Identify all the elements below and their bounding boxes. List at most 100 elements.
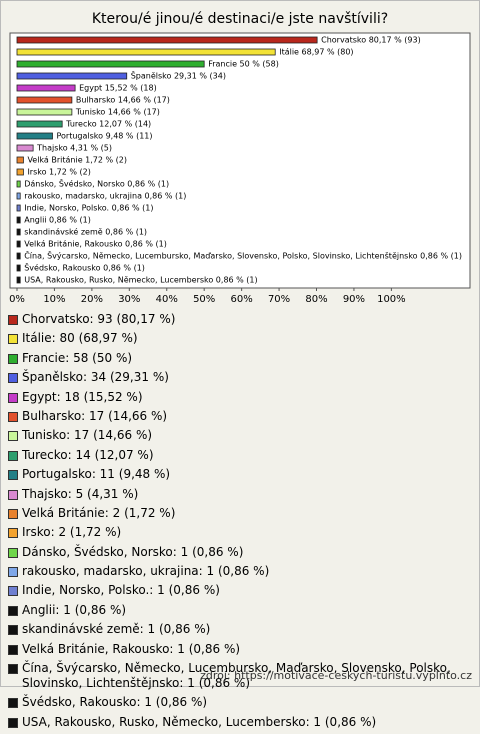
legend-swatch bbox=[8, 547, 18, 558]
bar-label: Turecko 12,07 % (14) bbox=[65, 120, 151, 129]
x-tick-label: 90% bbox=[343, 294, 365, 305]
legend-swatch bbox=[8, 586, 18, 597]
legend-label: Tunisko: 17 (14,66 %) bbox=[22, 428, 153, 443]
bar bbox=[16, 228, 21, 236]
legend-item: Irsko: 2 (1,72 %) bbox=[8, 525, 472, 540]
legend-item: Portugalsko: 11 (9,48 %) bbox=[8, 467, 472, 482]
bar bbox=[16, 252, 21, 260]
bar bbox=[16, 276, 21, 284]
x-tick-label: 100% bbox=[377, 294, 406, 305]
legend-label: Turecko: 14 (12,07 %) bbox=[22, 447, 154, 462]
bar-label: Dánsko, Švédsko, Norsko 0,86 % (1) bbox=[24, 178, 169, 189]
legend-item: rakousko, madarsko, ukrajina: 1 (0,86 %) bbox=[8, 564, 472, 579]
bar-label: Tunisko 14,66 % (17) bbox=[75, 108, 160, 117]
legend-swatch bbox=[8, 353, 18, 364]
bar bbox=[16, 156, 24, 164]
legend-swatch bbox=[8, 664, 18, 675]
legend-label: Indie, Norsko, Polsko.: 1 (0,86 %) bbox=[22, 583, 220, 598]
legend-swatch bbox=[8, 315, 18, 325]
bar bbox=[16, 192, 21, 200]
bar bbox=[16, 132, 53, 140]
bar bbox=[16, 48, 276, 56]
bar bbox=[16, 108, 73, 116]
legend-item: skandinávské země: 1 (0,86 %) bbox=[8, 622, 472, 637]
legend-label: Bulharsko: 17 (14,66 %) bbox=[22, 408, 168, 423]
bar bbox=[16, 60, 205, 68]
bar bbox=[16, 180, 21, 188]
x-tick-label: 80% bbox=[305, 294, 327, 305]
bar-label: skandinávské země 0,86 % (1) bbox=[24, 227, 147, 237]
legend-swatch bbox=[8, 489, 18, 500]
legend-item: Španělsko: 34 (29,31 %) bbox=[8, 370, 472, 385]
legend-item: Tunisko: 17 (14,66 %) bbox=[8, 428, 472, 443]
bar-label: Francie 50 % (58) bbox=[208, 60, 279, 69]
bar-label: Indie, Norsko, Polsko. 0,86 % (1) bbox=[24, 204, 153, 213]
legend-label: Itálie: 80 (68,97 %) bbox=[22, 331, 138, 346]
bar bbox=[16, 96, 73, 104]
bar-label: Švédsko, Rakousko 0,86 % (1) bbox=[24, 262, 145, 273]
x-tick-label: 20% bbox=[81, 294, 103, 305]
legend-swatch bbox=[8, 392, 18, 403]
bar-label: Bulharsko 14,66 % (17) bbox=[76, 96, 170, 105]
legend-swatch bbox=[8, 431, 18, 442]
legend-swatch bbox=[8, 373, 18, 384]
bar bbox=[16, 240, 21, 248]
bar-label: Irsko 1,72 % (2) bbox=[27, 168, 90, 177]
legend-label: Thajsko: 5 (4,31 %) bbox=[22, 486, 139, 501]
x-tick-label: 50% bbox=[193, 294, 215, 305]
bar-label: Egypt 15,52 % (18) bbox=[79, 84, 157, 93]
x-tick-label: 10% bbox=[43, 294, 65, 305]
legend-swatch bbox=[8, 450, 18, 461]
bar bbox=[16, 120, 63, 128]
chart: Kterou/é jinou/é destinaci/e jste navští… bbox=[9, 11, 471, 305]
bar-label: Itálie 68,97 % (80) bbox=[279, 48, 353, 57]
legend-label: Chorvatsko: 93 (80,17 %) bbox=[22, 312, 176, 326]
legend-label: Velká Británie, Rakousko: 1 (0,86 %) bbox=[22, 641, 241, 656]
bar-label: Velká Británie 1,72 % (2) bbox=[27, 156, 127, 165]
x-tick-label: 60% bbox=[231, 294, 253, 305]
legend-label: Egypt: 18 (15,52 %) bbox=[22, 389, 143, 404]
legend-label: Španělsko: 34 (29,31 %) bbox=[22, 370, 169, 385]
legend-item: Egypt: 18 (15,52 %) bbox=[8, 390, 472, 405]
legend-item: USA, Rakousko, Rusko, Německo, Lucembers… bbox=[8, 715, 472, 730]
legend-label: Portugalsko: 11 (9,48 %) bbox=[22, 467, 171, 482]
legend-swatch bbox=[8, 470, 18, 481]
bar-label: Chorvatsko 80,17 % (93) bbox=[321, 36, 421, 45]
bar bbox=[16, 204, 21, 212]
legend-label: Anglii: 1 (0,86 %) bbox=[22, 602, 127, 617]
x-tick-label: 30% bbox=[118, 294, 140, 305]
bar-label: Anglii 0,86 % (1) bbox=[24, 216, 91, 225]
legend-item: Turecko: 14 (12,07 %) bbox=[8, 448, 472, 463]
bar-label: USA, Rakousko, Rusko, Německo, Lucembers… bbox=[24, 276, 257, 285]
bar-label: Velká Británie, Rakousko 0,86 % (1) bbox=[24, 240, 167, 249]
bar-label: Portugalsko 9,48 % (11) bbox=[56, 132, 152, 141]
legend-swatch bbox=[8, 698, 18, 709]
legend-label: Švédsko, Rakousko: 1 (0,86 %) bbox=[22, 695, 208, 710]
legend-label: rakousko, madarsko, ukrajina: 1 (0,86 %) bbox=[22, 564, 270, 579]
legend-item: Anglii: 1 (0,86 %) bbox=[8, 603, 472, 618]
legend-swatch bbox=[8, 644, 18, 655]
legend-item: Chorvatsko: 93 (80,17 %) bbox=[8, 312, 472, 327]
bar-label: rakousko, madarsko, ukrajina 0,86 % (1) bbox=[24, 192, 186, 201]
bar-label: Čína, Švýcarsko, Německo, Lucembursko, M… bbox=[24, 250, 462, 261]
bar bbox=[16, 216, 21, 224]
legend-label: Velká Británie: 2 (1,72 %) bbox=[22, 505, 176, 520]
bar bbox=[16, 144, 34, 152]
bar bbox=[16, 84, 76, 92]
legend-item: Velká Británie: 2 (1,72 %) bbox=[8, 506, 472, 521]
x-tick-label: 70% bbox=[268, 294, 290, 305]
legend-swatch bbox=[8, 508, 18, 519]
legend-item: Itálie: 80 (68,97 %) bbox=[8, 331, 472, 346]
legend-label: Francie: 58 (50 %) bbox=[22, 350, 133, 365]
legend-item: Bulharsko: 17 (14,66 %) bbox=[8, 409, 472, 424]
legend-swatch bbox=[8, 411, 18, 422]
legend-item: Francie: 58 (50 %) bbox=[8, 351, 472, 366]
legend-item: Indie, Norsko, Polsko.: 1 (0,86 %) bbox=[8, 583, 472, 598]
legend-item: Thajsko: 5 (4,31 %) bbox=[8, 487, 472, 502]
legend-label: USA, Rakousko, Rusko, Německo, Lucembers… bbox=[22, 714, 377, 729]
bar bbox=[16, 168, 24, 176]
legend-item: Dánsko, Švédsko, Norsko: 1 (0,86 %) bbox=[8, 545, 472, 560]
legend-item: Švédsko, Rakousko: 1 (0,86 %) bbox=[8, 695, 472, 710]
legend-label: Dánsko, Švédsko, Norsko: 1 (0,86 %) bbox=[22, 544, 244, 559]
